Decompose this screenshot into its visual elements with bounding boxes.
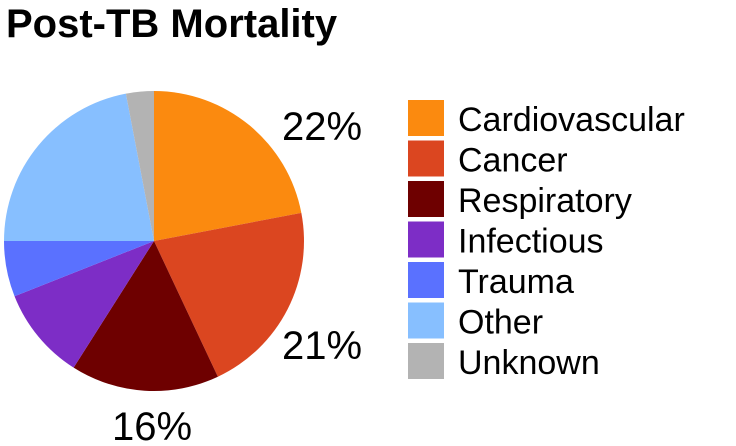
percent-labels: 22% 21% 16% — [112, 105, 362, 446]
percent-label-cancer: 21% — [282, 324, 362, 368]
pie-slice-infectious — [14, 241, 155, 368]
pie-slices — [3, 91, 304, 391]
legend-label-infectious: Infectious — [458, 223, 604, 261]
legend-swatch-infectious — [408, 221, 444, 258]
pie-slice-cancer — [154, 212, 304, 377]
pie-slice-respiratory — [73, 241, 218, 391]
legend-swatch-other — [408, 302, 444, 339]
legend-swatch-cancer — [408, 140, 444, 177]
chart-title: Post-TB Mortality — [6, 2, 338, 46]
pie-slice-cardiovascular — [154, 91, 302, 241]
legend-swatch-respiratory — [408, 181, 444, 217]
pie-slice-other — [4, 93, 154, 241]
legend-swatch-cardiovascular — [408, 100, 444, 136]
legend-label-trauma: Trauma — [458, 263, 574, 301]
legend: CardiovascularCancerRespiratoryInfectiou… — [408, 100, 685, 382]
pie-slice-unknown — [125, 91, 154, 241]
legend-label-cardiovascular: Cardiovascular — [458, 101, 685, 139]
percent-label-respiratory: 16% — [112, 405, 192, 446]
legend-swatch-unknown — [408, 343, 444, 379]
legend-label-other: Other — [458, 304, 543, 342]
legend-label-respiratory: Respiratory — [458, 182, 632, 220]
pie-slice-trauma — [3, 241, 154, 297]
legend-swatch-trauma — [408, 262, 444, 298]
legend-label-unknown: Unknown — [458, 344, 600, 382]
percent-label-cardiovascular: 22% — [282, 105, 362, 149]
legend-label-cancer: Cancer — [458, 142, 568, 180]
